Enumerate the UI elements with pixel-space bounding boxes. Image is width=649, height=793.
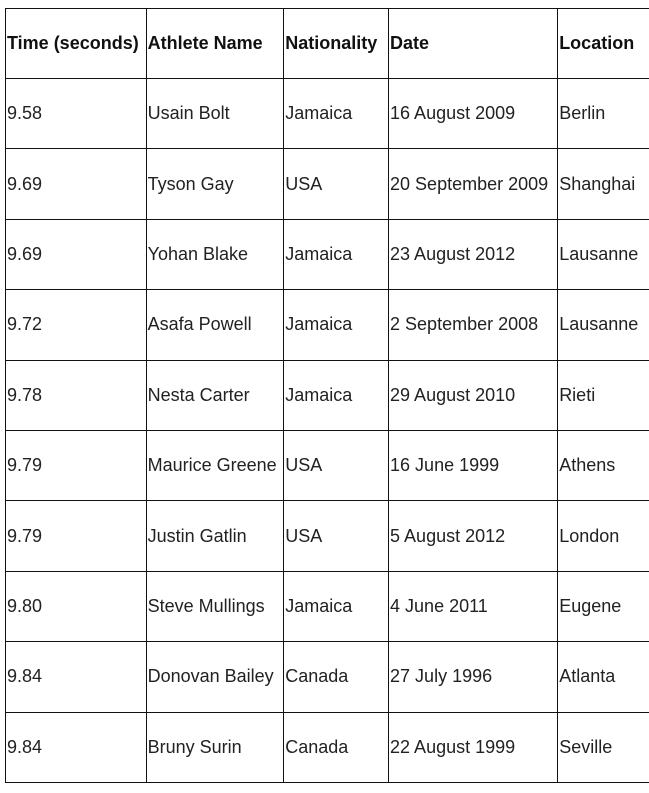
table-row: 9.69 Tyson Gay USA 20 September 2009 Shangha… bbox=[5, 148, 649, 220]
athlete-name-cell: Maurice Greene bbox=[145, 429, 285, 502]
time-cell: 9.78 bbox=[5, 359, 147, 431]
nationality-cell: Jamaica bbox=[283, 77, 390, 150]
nationality-cell: Jamaica bbox=[283, 218, 390, 291]
nationality-cell: Canada bbox=[283, 711, 390, 783]
time-cell: 9.79 bbox=[5, 500, 147, 572]
date-cell: 23 August 2012 bbox=[388, 218, 559, 291]
header-row: Time (seconds) Athlete Name Nationality … bbox=[5, 8, 649, 79]
athlete-name-cell: Tyson Gay bbox=[145, 148, 285, 220]
header-athlete-name: Athlete Name bbox=[145, 8, 285, 79]
location-cell: London bbox=[557, 500, 649, 572]
date-cell: 5 August 2012 bbox=[388, 500, 559, 572]
athlete-name-cell: Yohan Blake bbox=[145, 218, 285, 291]
athlete-name-cell: Asafa Powell bbox=[145, 289, 285, 361]
header-location: Location bbox=[557, 8, 649, 79]
time-cell: 9.79 bbox=[5, 429, 147, 502]
table-row: 9.79 Maurice Greene USA 16 June 1999 Athens bbox=[5, 429, 649, 502]
table-header: Time (seconds) Athlete Name Nationality … bbox=[5, 8, 649, 79]
nationality-cell: Jamaica bbox=[283, 289, 390, 361]
table-row: 9.72 Asafa Powell Jamaica 2 September 2008 L… bbox=[5, 289, 649, 361]
date-cell: 27 July 1996 bbox=[388, 641, 559, 713]
nationality-cell: USA bbox=[283, 500, 390, 572]
table-row: 9.84 Donovan Bailey Canada 27 July 1996 Atla… bbox=[5, 641, 649, 713]
location-cell: Athens bbox=[557, 429, 649, 502]
nationality-cell: Jamaica bbox=[283, 359, 390, 431]
athlete-name-cell: Donovan Bailey bbox=[145, 641, 285, 713]
table-row: 9.78 Nesta Carter Jamaica 29 August 2010 Rie… bbox=[5, 359, 649, 431]
athlete-name-cell: Bruny Surin bbox=[145, 711, 285, 783]
nationality-cell: USA bbox=[283, 148, 390, 220]
time-cell: 9.84 bbox=[5, 711, 147, 783]
table-container: Time (seconds) Athlete Name Nationality … bbox=[5, 8, 649, 784]
location-cell: Shanghai bbox=[557, 148, 649, 220]
date-cell: 20 September 2009 bbox=[388, 148, 559, 220]
table-row: 9.80 Steve Mullings Jamaica 4 June 2011 Euge… bbox=[5, 570, 649, 643]
nationality-cell: Canada bbox=[283, 641, 390, 713]
header-nationality: Nationality bbox=[283, 8, 390, 79]
time-cell: 9.58 bbox=[5, 77, 147, 150]
time-cell: 9.84 bbox=[5, 641, 147, 713]
time-cell: 9.72 bbox=[5, 289, 147, 361]
date-cell: 29 August 2010 bbox=[388, 359, 559, 431]
athlete-name-cell: Steve Mullings bbox=[145, 570, 285, 643]
nationality-cell: USA bbox=[283, 429, 390, 502]
sprint-records-table: Time (seconds) Athlete Name Nationality … bbox=[5, 8, 649, 783]
table-row: 9.79 Justin Gatlin USA 5 August 2012 London bbox=[5, 500, 649, 572]
nationality-cell: Jamaica bbox=[283, 570, 390, 643]
date-cell: 16 August 2009 bbox=[388, 77, 559, 150]
table-body: 9.58 Usain Bolt Jamaica 16 August 2009 Berli… bbox=[5, 77, 649, 783]
date-cell: 22 August 1999 bbox=[388, 711, 559, 783]
athlete-name-cell: Nesta Carter bbox=[145, 359, 285, 431]
header-time: Time (seconds) bbox=[5, 8, 147, 79]
time-cell: 9.80 bbox=[5, 570, 147, 643]
location-cell: Lausanne bbox=[557, 289, 649, 361]
location-cell: Lausanne bbox=[557, 218, 649, 291]
location-cell: Eugene bbox=[557, 570, 649, 643]
athlete-name-cell: Justin Gatlin bbox=[145, 500, 285, 572]
date-cell: 2 September 2008 bbox=[388, 289, 559, 361]
header-date: Date bbox=[388, 8, 559, 79]
date-cell: 4 June 2011 bbox=[388, 570, 559, 643]
table-row: 9.69 Yohan Blake Jamaica 23 August 2012 Laus… bbox=[5, 218, 649, 291]
time-cell: 9.69 bbox=[5, 218, 147, 291]
location-cell: Berlin bbox=[557, 77, 649, 150]
location-cell: Seville bbox=[557, 711, 649, 783]
table-row: 9.84 Bruny Surin Canada 22 August 1999 Sevil… bbox=[5, 711, 649, 783]
date-cell: 16 June 1999 bbox=[388, 429, 559, 502]
time-cell: 9.69 bbox=[5, 148, 147, 220]
location-cell: Atlanta bbox=[557, 641, 649, 713]
athlete-name-cell: Usain Bolt bbox=[145, 77, 285, 150]
table-row: 9.58 Usain Bolt Jamaica 16 August 2009 Berli… bbox=[5, 77, 649, 150]
location-cell: Rieti bbox=[557, 359, 649, 431]
